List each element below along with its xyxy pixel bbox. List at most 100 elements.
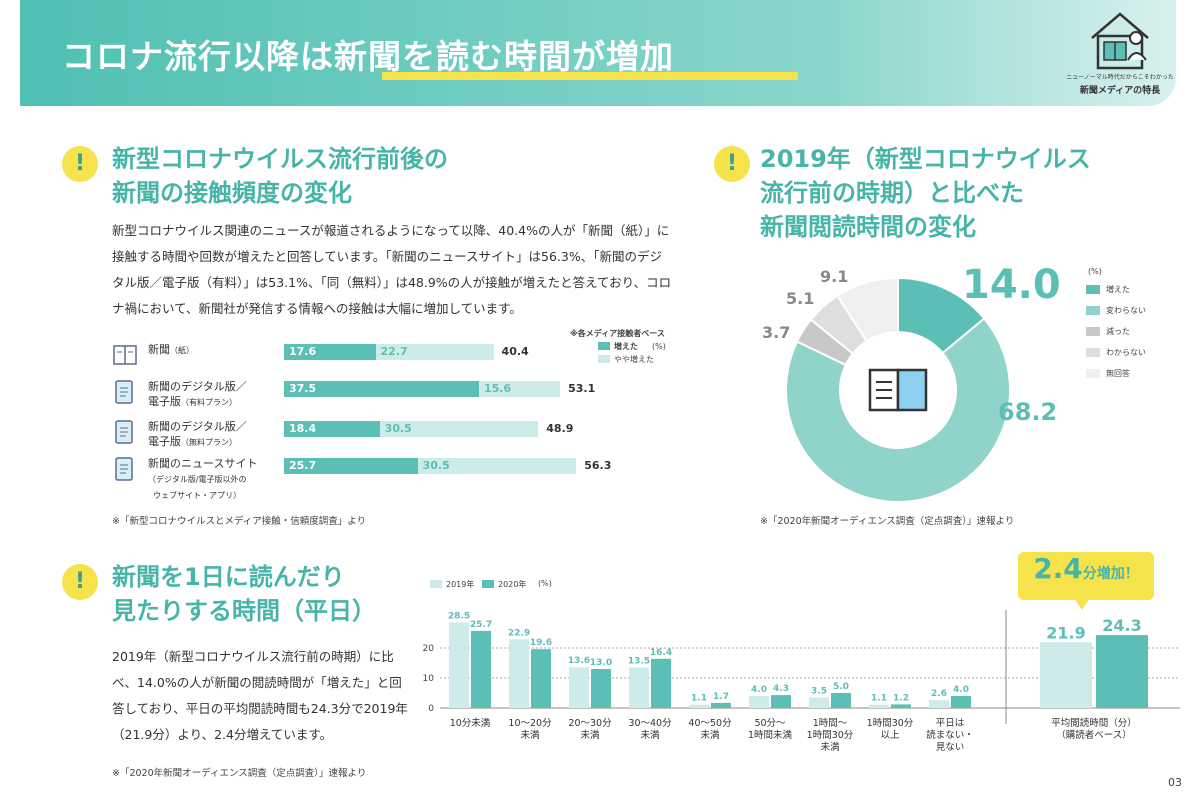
x-category-label: 10分未満 bbox=[450, 717, 491, 729]
vbar-bar bbox=[809, 697, 829, 708]
x-category-label: 未満 bbox=[640, 729, 660, 741]
y-tick-label: 10 bbox=[423, 674, 435, 684]
vbar-bar bbox=[711, 702, 731, 708]
vbar-value-label: 1.7 bbox=[713, 692, 729, 702]
x-category-label: 40～50分 bbox=[688, 718, 732, 729]
hbar-value-label: 17.6 bbox=[289, 345, 317, 358]
book-icon bbox=[868, 368, 928, 412]
section1-body: 新型コロナウイルス関連のニュースが報道されるようになって以降、40.4%の人が「… bbox=[112, 223, 672, 316]
vbar-value-label: 19.6 bbox=[530, 638, 552, 648]
x-category-label: 10～20分 bbox=[508, 718, 552, 729]
vbar-bar bbox=[651, 658, 671, 708]
x-category-label: （購読者ベース） bbox=[1056, 729, 1132, 741]
x-category-label: 読まない・ bbox=[926, 729, 974, 741]
x-category-label: 平均閲読時間（分） bbox=[1051, 717, 1137, 729]
vbar-value-label: 4.3 bbox=[773, 684, 789, 694]
callout-tail bbox=[1074, 598, 1090, 610]
vbar-bar bbox=[771, 695, 791, 708]
vbar-value-label: 1.1 bbox=[871, 694, 887, 704]
donut-legend-label: 変わらない bbox=[1106, 306, 1146, 315]
vbar-bar bbox=[591, 669, 611, 708]
legend-swatch-2019 bbox=[430, 580, 442, 588]
x-category-label: 1時間30分 bbox=[867, 718, 914, 729]
hbar-value-label: 30.5 bbox=[422, 459, 450, 472]
hbar-segment bbox=[284, 458, 418, 474]
vbar-bar bbox=[869, 704, 889, 708]
hbar-category-label: 新聞のニュースサイト （デジタル版/電子版以外の ウェブサイト・アプリ） bbox=[148, 457, 258, 500]
donut-legend-swatch bbox=[1086, 348, 1100, 357]
donut-legend-label: 無回答 bbox=[1106, 369, 1130, 378]
vbar-bar bbox=[689, 704, 709, 708]
hbar-total-label: 40.4 bbox=[501, 345, 529, 358]
donut-value-label: 9.1 bbox=[820, 267, 848, 286]
vbar-value-label: 22.9 bbox=[508, 628, 530, 638]
donut-legend-swatch bbox=[1086, 369, 1100, 378]
x-category-label: 平日は bbox=[936, 718, 965, 729]
donut-legend-label: 減った bbox=[1106, 327, 1130, 336]
donut-slice bbox=[836, 276, 899, 343]
section1-title: 新型コロナウイルス流行前後の 新聞の接触頻度の変化 bbox=[112, 145, 448, 207]
vbar-value-label: 5.0 bbox=[833, 682, 849, 692]
donut-legend-label: わからない bbox=[1106, 348, 1146, 357]
hbar-category-label: 新聞（紙） bbox=[148, 343, 194, 356]
x-category-label: 50分～ bbox=[754, 718, 786, 729]
donut-chart: 14.0 68.2 3.7 5.1 9.1 bbox=[762, 262, 1061, 503]
legend-swatch-increased bbox=[598, 342, 610, 350]
callout-text: 分増加！ bbox=[1082, 566, 1139, 582]
newspaper-icon bbox=[113, 345, 137, 365]
vbar-bar bbox=[569, 667, 589, 708]
header-band bbox=[20, 0, 1176, 106]
x-category-label: 未満 bbox=[580, 729, 600, 741]
y-tick-label: 0 bbox=[428, 704, 434, 714]
vbar-value-label: 4.0 bbox=[751, 685, 767, 695]
section3-title: 新聞を1日に読んだり 見たりする時間（平日） bbox=[112, 563, 376, 625]
hbar-value-label: 22.7 bbox=[380, 345, 408, 358]
x-category-label: 20～30分 bbox=[568, 718, 612, 729]
vbar-value-label: 21.9 bbox=[1046, 623, 1085, 642]
donut-value-label: 14.0 bbox=[962, 262, 1061, 308]
hbar-category-label: 新聞のデジタル版／ 電子版（有料プラン） bbox=[148, 380, 247, 408]
vbar-value-label: 28.5 bbox=[448, 612, 470, 622]
vbar-value-label: 3.5 bbox=[811, 687, 827, 697]
vbar-bar bbox=[531, 649, 551, 708]
house-reader-icon bbox=[1091, 12, 1149, 70]
page-title: コロナ流行以降は新聞を読む時間が増加 bbox=[62, 37, 674, 76]
legend-swatch-2020 bbox=[482, 580, 494, 588]
hbar-total-label: 53.1 bbox=[568, 382, 596, 395]
hbar-value-label: 15.6 bbox=[484, 382, 512, 395]
vbar-value-label: 13.6 bbox=[568, 656, 590, 666]
donut-legend-swatch bbox=[1086, 327, 1100, 336]
hbar-category-label: 新聞のデジタル版／ 電子版（無料プラン） bbox=[148, 420, 247, 448]
x-category-label: 未満 bbox=[820, 741, 840, 753]
hbar-value-label: 30.5 bbox=[384, 422, 412, 435]
hbar-value-label: 18.4 bbox=[289, 422, 317, 435]
legend-label-2020: 2020年 bbox=[498, 580, 527, 589]
donut-value-label: 68.2 bbox=[998, 398, 1057, 426]
news-site-icon bbox=[115, 457, 133, 481]
logo-tagline: ニューノーマル時代だからこそわかった bbox=[1066, 74, 1174, 81]
vbar-bar bbox=[831, 693, 851, 708]
section3-note: ※「2020年新聞オーディエンス調査（定点調査）」速報より bbox=[112, 768, 367, 779]
hbar-value-label: 25.7 bbox=[289, 459, 317, 472]
donut-legend-swatch bbox=[1086, 285, 1100, 294]
legend-label-increased: 増えた bbox=[614, 342, 638, 351]
vbar-bar bbox=[891, 704, 911, 708]
vbar-bar bbox=[951, 696, 971, 708]
hbar-segment bbox=[379, 421, 539, 437]
vbar-bar bbox=[629, 667, 649, 708]
vbar-value-label: 25.7 bbox=[470, 620, 492, 630]
vbar-value-label: 16.4 bbox=[650, 648, 672, 658]
x-category-label: 以上 bbox=[880, 730, 900, 741]
hbar-unit: (%) bbox=[652, 342, 666, 351]
hbar-segment bbox=[479, 381, 561, 397]
vbar-value-label: 1.1 bbox=[691, 694, 707, 704]
x-category-label: 未満 bbox=[700, 729, 720, 741]
page-number: 03 bbox=[1168, 776, 1182, 789]
donut-unit: (%) bbox=[1088, 267, 1102, 276]
exclamation-icon: ! bbox=[62, 146, 98, 182]
vbar-bar bbox=[749, 696, 769, 708]
digital-paid-icon bbox=[115, 380, 133, 404]
vbar-value-label: 1.2 bbox=[893, 693, 909, 703]
vbar-bar bbox=[1096, 635, 1148, 708]
